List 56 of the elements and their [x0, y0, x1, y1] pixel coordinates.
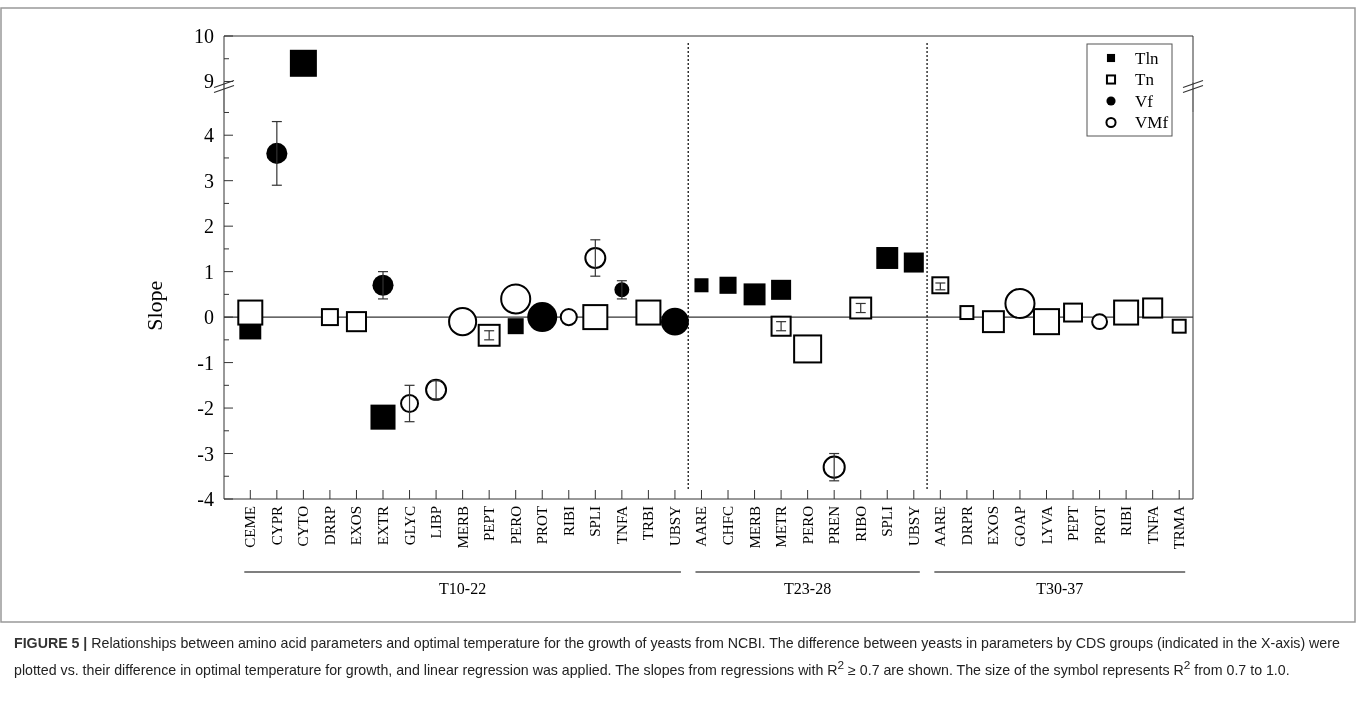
y-tick-label: -2 — [197, 397, 214, 420]
x-tick-label: TNFA — [613, 505, 630, 545]
legend-label: Tn — [1135, 70, 1155, 90]
x-tick-label: PROT — [534, 506, 551, 545]
x-tick-label: TRBI — [640, 506, 657, 541]
x-tick-label: RIBI — [1118, 506, 1135, 536]
text: T23-28 — [784, 580, 832, 597]
y-tick-label: 10 — [194, 25, 214, 47]
y-axis-title: Slope — [142, 280, 167, 331]
x-tick-label: TRMA — [1171, 505, 1188, 550]
legend-label: Vf — [1135, 91, 1154, 111]
x-tick-label: PREN — [826, 505, 843, 545]
x-tick-label: PEPT — [481, 506, 498, 542]
x-tick-label: LIBP — [428, 506, 445, 539]
x-tick-label: CYPR — [268, 506, 285, 546]
y-tick-label: 1 — [204, 260, 214, 283]
y-tick-label: -1 — [197, 351, 214, 374]
x-tick-label: METR — [773, 506, 790, 548]
y-tick-label: 0 — [204, 306, 214, 329]
x-tick-label: PEPT — [1065, 506, 1082, 542]
x-tick-label: PROT — [1091, 506, 1108, 545]
x-tick-label: CYTO — [295, 505, 312, 547]
x-tick-label: RIBO — [852, 505, 869, 542]
legend-label: VMf — [1135, 113, 1169, 133]
x-tick-label: GLYC — [401, 506, 418, 546]
x-tick-label: UBSY — [905, 505, 922, 547]
x-tick-label: MERB — [746, 506, 763, 549]
y-tick-label: -3 — [197, 442, 214, 465]
x-tick-label: SPLI — [879, 506, 896, 537]
x-tick-label: SPLI — [587, 506, 604, 537]
x-tick-label: EXTR — [375, 506, 391, 546]
y-tick-label: -4 — [197, 488, 214, 510]
text: T10-22 — [439, 580, 487, 597]
x-tick-label: DRRP — [321, 506, 338, 546]
y-tick-label: 3 — [204, 169, 214, 192]
legend-label: Tln — [1135, 48, 1160, 68]
x-tick-label: EXOS — [348, 506, 365, 546]
x-tick-label: DRPR — [958, 506, 975, 546]
x-tick-label: PERO — [507, 505, 524, 545]
x-tick-label: CHFC — [720, 506, 737, 546]
x-tick-label: MERB — [454, 506, 471, 549]
y-tick-label: 4 — [204, 124, 214, 147]
x-tick-label: CEME — [242, 506, 259, 548]
x-tick-label: PERO — [799, 505, 816, 545]
x-tick-label: UBSY — [666, 505, 683, 547]
y-tick-label: 2 — [204, 215, 214, 238]
x-tick-label: AARE — [693, 506, 710, 547]
x-tick-label: RIBI — [560, 506, 577, 536]
text: T30-37 — [1036, 580, 1084, 597]
x-tick-label: GOAP — [1011, 506, 1028, 547]
x-tick-label: LYVA — [1038, 505, 1055, 545]
caption: FIGURE 5 | Relationships between amino acid parameters and optimal temperature for the growth of yeasts from NCBI. The difference between yeasts in parameters by CDS groups (indicated in the X-axis) were plotted vs. their difference in optimal temperature for growth, and linear regression was applied. The slopes from regressions with R$^{2}$ ≥ 0.7 are shown. The size of the symbol represents R$^{2}$ from 0.7 to 1.0. — [14, 635, 1340, 678]
y-tick-label: 9 — [204, 70, 214, 93]
x-tick-label: TNFA — [1144, 505, 1161, 545]
x-tick-label: EXOS — [985, 506, 1002, 546]
x-tick-label: AARE — [932, 506, 949, 547]
